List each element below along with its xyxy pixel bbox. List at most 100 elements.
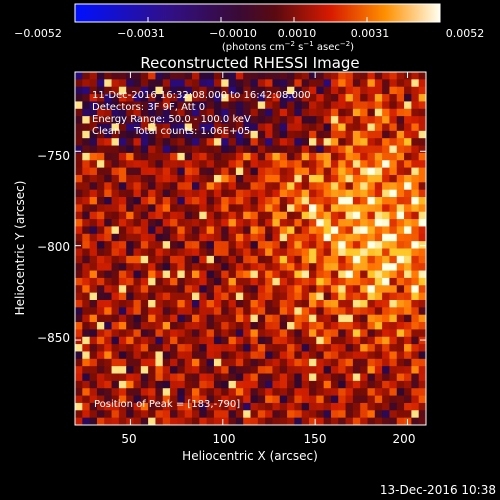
heatmap-cell: [235, 116, 244, 124]
heatmap-cell: [213, 189, 222, 198]
heatmap-cell: [170, 373, 178, 382]
heatmap-cell: [294, 130, 303, 139]
heatmap-cell: [309, 329, 317, 338]
colorbar: −0.0052 −0.0031 −0.0010 0.0010 0.0031 0.…: [14, 3, 484, 53]
heatmap-cell: [330, 101, 339, 110]
heatmap-cell: [126, 123, 134, 132]
heatmap-cell: [330, 123, 339, 132]
heatmap-cell: [265, 108, 273, 117]
heatmap-cell: [184, 299, 193, 308]
heatmap-cell: [89, 197, 98, 205]
heatmap-cell: [213, 373, 222, 382]
heatmap-cell: [382, 410, 390, 419]
heatmap-cell: [272, 277, 281, 286]
heatmap-cell: [301, 197, 310, 205]
heatmap-cell: [75, 307, 83, 316]
heatmap-cell: [177, 402, 186, 411]
heatmap-cell: [184, 263, 193, 271]
heatmap-cell: [382, 219, 390, 227]
heatmap-cell: [148, 380, 156, 389]
heatmap-cell: [96, 233, 105, 242]
heatmap-cell: [418, 86, 426, 95]
heatmap-cell: [257, 395, 266, 404]
heatmap-cell: [418, 101, 426, 110]
heatmap-cell: [170, 263, 178, 271]
heatmap-cell: [170, 79, 178, 88]
heatmap-cell: [235, 248, 244, 257]
heatmap-cell: [374, 395, 383, 404]
heatmap-cell: [338, 116, 346, 124]
heatmap-cell: [96, 299, 105, 308]
heatmap-cell: [301, 72, 310, 80]
heatmap-cell: [411, 314, 420, 323]
heatmap-cell: [133, 299, 142, 308]
heatmap-cell: [367, 277, 376, 286]
heatmap-cell: [257, 277, 266, 286]
heatmap-cell: [111, 329, 120, 338]
heatmap-cell: [382, 285, 390, 294]
heatmap-cell: [345, 255, 354, 264]
heatmap-cell: [192, 138, 200, 146]
heatmap-cell: [272, 101, 281, 110]
heatmap-cell: [104, 101, 112, 110]
heatmap-cell: [316, 182, 325, 191]
heatmap-cell: [374, 197, 383, 205]
heatmap-cell: [89, 123, 98, 132]
heatmap-cell: [243, 233, 251, 242]
heatmap-cell: [411, 145, 420, 154]
heatmap-cell: [323, 197, 332, 205]
heatmap-cell: [360, 138, 368, 146]
heatmap-cell: [309, 152, 317, 161]
heatmap-cell: [140, 152, 149, 161]
heatmap-cell: [389, 226, 398, 235]
heatmap-cell: [206, 270, 215, 279]
heatmap-cell: [309, 336, 317, 345]
heatmap-cell: [155, 322, 164, 330]
heatmap-cell: [411, 336, 420, 345]
heatmap-cell: [96, 373, 105, 382]
heatmap-cell: [162, 189, 171, 198]
heatmap-cell: [309, 270, 317, 279]
heatmap-cell: [257, 307, 266, 316]
heatmap-cell: [126, 152, 134, 161]
heatmap-cell: [192, 329, 200, 338]
heatmap-cell: [126, 292, 134, 301]
heatmap-cell: [330, 130, 339, 139]
heatmap-cell: [140, 292, 149, 301]
heatmap-cell: [213, 351, 222, 360]
heatmap-cell: [287, 116, 295, 124]
heatmap-cell: [206, 233, 215, 242]
heatmap-cell: [330, 167, 339, 176]
heatmap-cell: [177, 174, 186, 183]
heatmap-cell: [199, 322, 208, 330]
heatmap-cell: [418, 116, 426, 124]
heatmap-cell: [345, 94, 354, 102]
heatmap-cell: [250, 94, 259, 102]
heatmap-cell: [177, 72, 186, 80]
heatmap-cell: [265, 211, 273, 220]
heatmap-cell: [235, 233, 244, 242]
heatmap-cell: [287, 145, 295, 154]
heatmap-cell: [199, 395, 208, 404]
heatmap-cell: [287, 270, 295, 279]
heatmap-cell: [192, 270, 200, 279]
heatmap-cell: [89, 329, 98, 338]
heatmap-cell: [235, 366, 244, 374]
heatmap-cell: [118, 152, 127, 161]
heatmap-cell: [140, 79, 149, 88]
heatmap-cell: [82, 108, 91, 117]
heatmap-cell: [206, 263, 215, 271]
heatmap-cell: [404, 366, 412, 374]
heatmap-cell: [272, 292, 281, 301]
heatmap-cell: [228, 285, 237, 294]
heatmap-cell: [301, 417, 310, 425]
heatmap-cell: [89, 145, 98, 154]
heatmap-cell: [316, 160, 325, 168]
heatmap-cell: [345, 86, 354, 95]
heatmap-cell: [279, 329, 288, 338]
heatmap-cell: [265, 270, 273, 279]
heatmap-cell: [396, 277, 405, 286]
heatmap-cell: [221, 410, 229, 419]
heatmap-cell: [404, 204, 412, 213]
